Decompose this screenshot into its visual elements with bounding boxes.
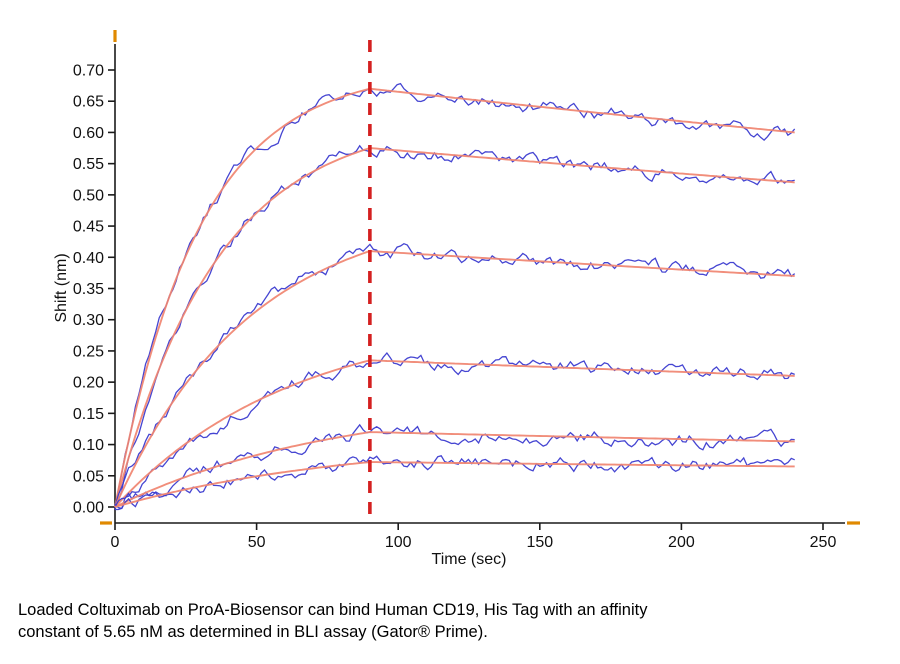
svg-text:0.35: 0.35: [73, 281, 104, 298]
data-trace-2: [114, 144, 795, 510]
svg-text:0.00: 0.00: [73, 500, 104, 517]
fit-trace-3: [114, 250, 795, 508]
svg-text:250: 250: [810, 534, 837, 551]
svg-text:50: 50: [248, 534, 266, 551]
svg-text:0.60: 0.60: [73, 125, 104, 142]
fit-trace-5: [114, 431, 795, 508]
figure-caption: Loaded Coltuximab on ProA-Biosensor can …: [18, 600, 882, 644]
svg-text:0.25: 0.25: [73, 343, 104, 360]
svg-text:0.30: 0.30: [73, 312, 104, 329]
caption-line-2: constant of 5.65 nM as determined in BLI…: [18, 622, 488, 641]
svg-text:100: 100: [385, 534, 412, 551]
svg-text:0.45: 0.45: [73, 219, 104, 236]
svg-text:0: 0: [111, 534, 120, 551]
data-trace-3: [114, 242, 796, 507]
svg-text:0.10: 0.10: [73, 437, 104, 454]
fit-trace-6: [114, 461, 795, 508]
svg-text:200: 200: [668, 534, 695, 551]
y-axis-label: Shift (nm): [53, 253, 70, 323]
fit-trace-4: [114, 359, 795, 508]
svg-text:0.70: 0.70: [73, 63, 104, 80]
svg-text:150: 150: [526, 534, 553, 551]
svg-text:0.55: 0.55: [73, 156, 104, 173]
svg-text:0.40: 0.40: [73, 250, 104, 267]
svg-text:0.65: 0.65: [73, 94, 104, 111]
data-trace-4: [115, 351, 795, 511]
bli-sensorgram-chart: 0 50 100 150 200 250 0.00 0.05 0.10 0.15 0.20 0.25 0…: [73, 30, 860, 551]
chart-area: 0 50 100 150 200 250 0.00 0.05 0.10 0.15 0.20 0.25 0…: [53, 30, 860, 568]
svg-text:0.20: 0.20: [73, 375, 104, 392]
svg-text:0.05: 0.05: [73, 468, 104, 485]
fit-trace-2: [114, 147, 795, 508]
data-trace-1: [114, 82, 796, 509]
fit-trace-1: [114, 87, 795, 508]
svg-text:0.15: 0.15: [73, 406, 104, 423]
svg-text:0.50: 0.50: [73, 187, 104, 204]
caption-line-1: Loaded Coltuximab on ProA-Biosensor can …: [18, 601, 648, 619]
x-axis-label: Time (sec): [431, 551, 507, 568]
